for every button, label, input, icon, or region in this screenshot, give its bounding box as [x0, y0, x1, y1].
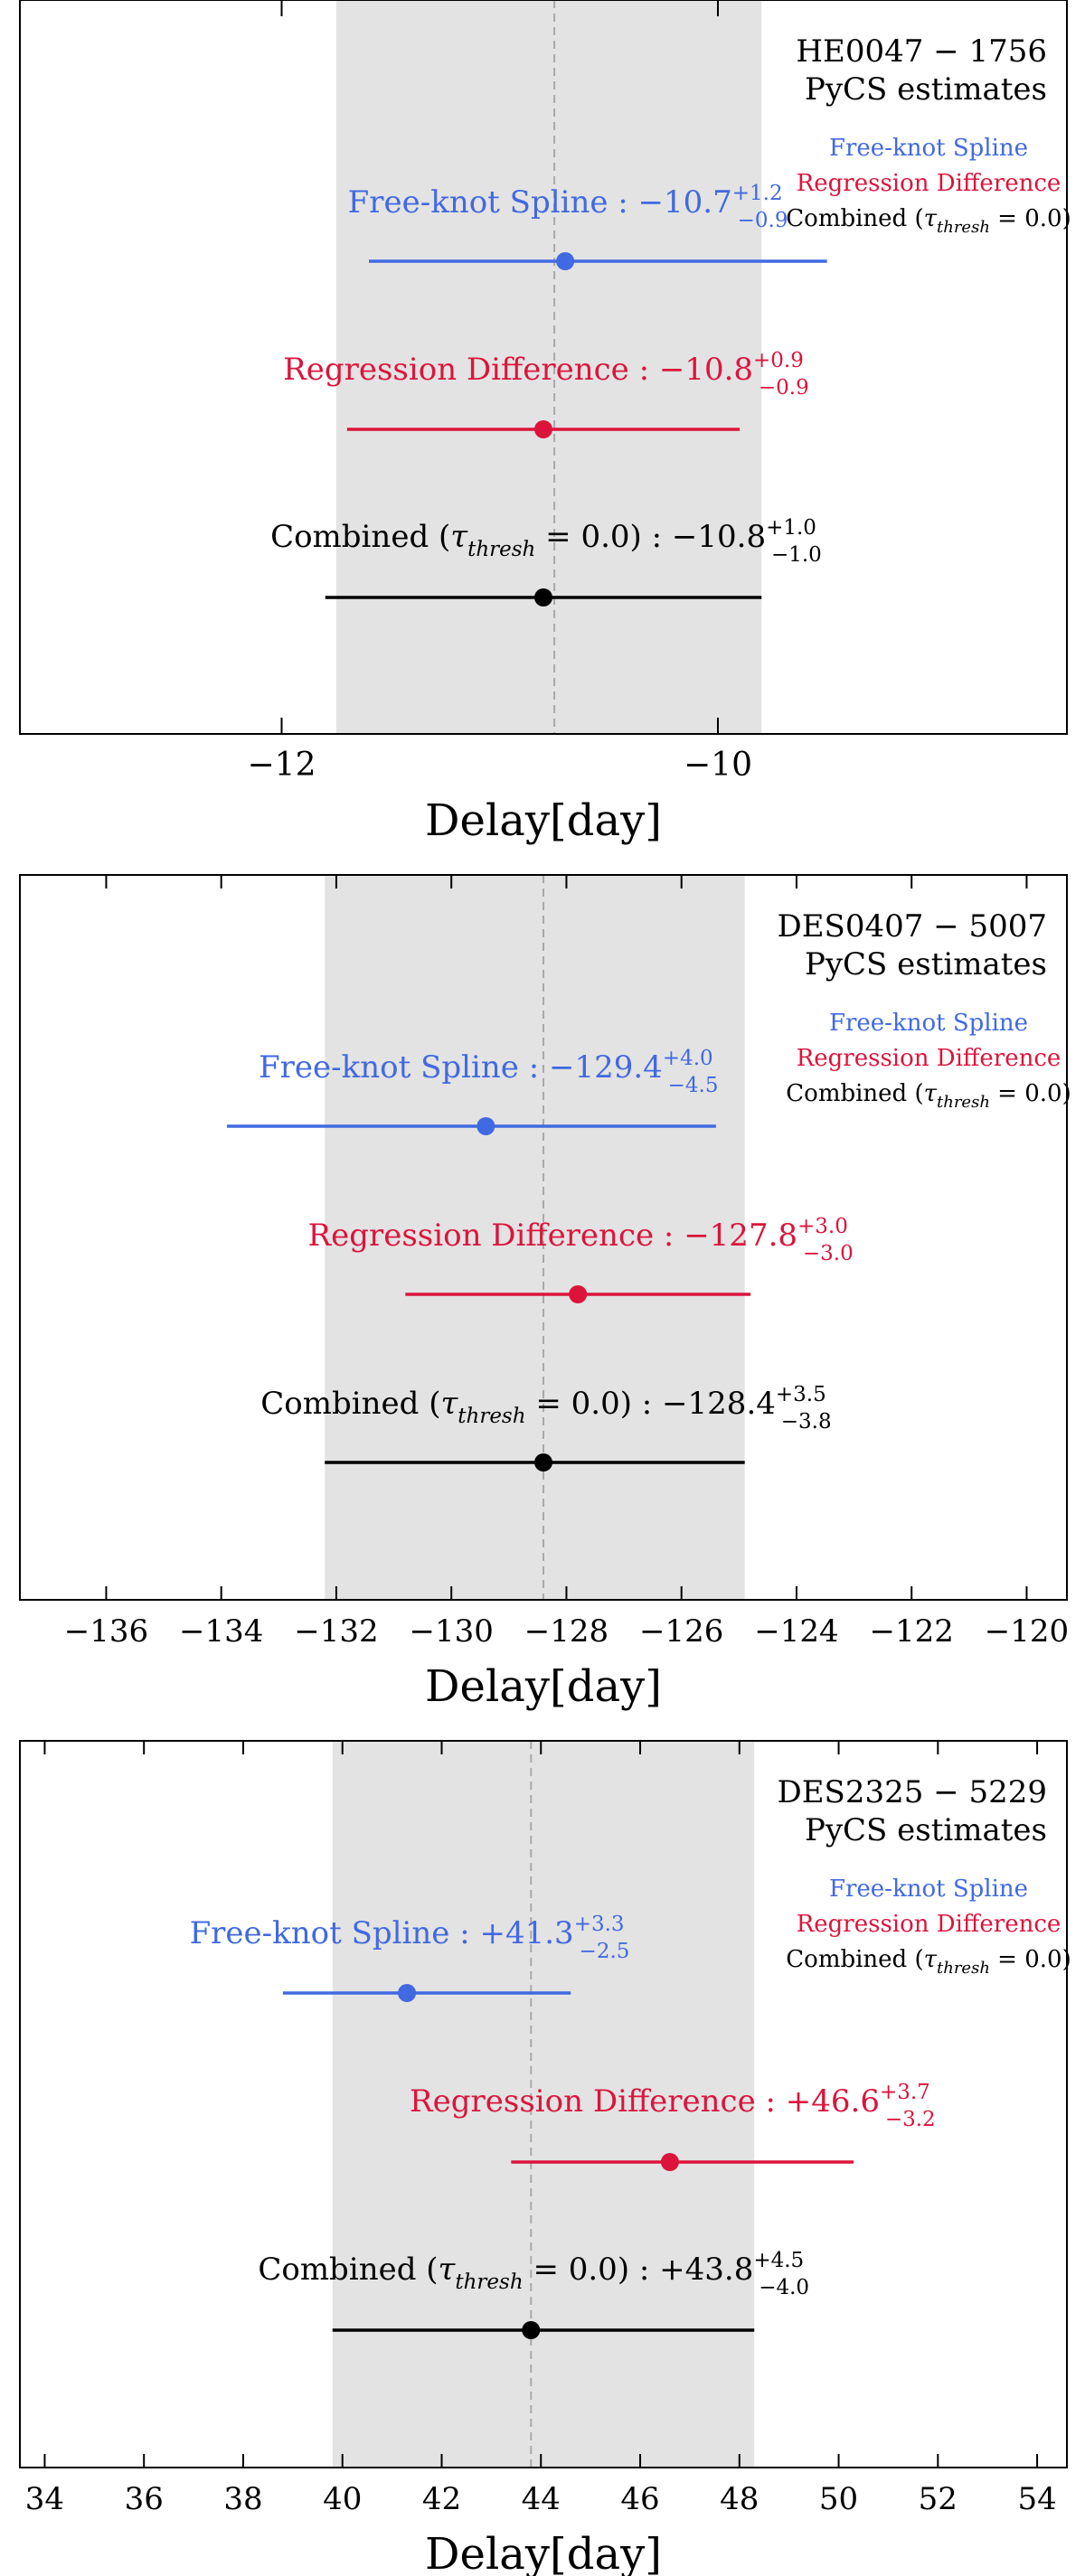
- point-free-knot-spline: [398, 1984, 417, 2002]
- legend: Free-knot Spline Regression Difference Com…: [786, 1876, 1071, 1978]
- legend-entry-combined-thresh-0-0: Combined (τthresh = 0.0): [786, 1080, 1071, 1112]
- chart-panel-2: Free-knot Spline : −129.4+4.0−4.5 Regress…: [19, 874, 1071, 1712]
- label-lower-error-combined-thresh-0-0: −4.0: [759, 2276, 809, 2299]
- point-regression-difference: [660, 2153, 679, 2171]
- label-lower-error-free-knot-spline: −2.5: [580, 1940, 630, 1963]
- x-tick-label: −128: [524, 1613, 609, 1650]
- shaded-interval: [332, 1741, 755, 2468]
- point-free-knot-spline: [476, 1117, 495, 1135]
- label-combined-thresh-0-0: Combined (τthresh = 0.0) : +43.8+4.5: [258, 2249, 804, 2294]
- point-combined-thresh-0-0: [522, 2321, 541, 2339]
- plot-frame: [19, 0, 1068, 735]
- x-tick-label: −12: [248, 747, 316, 784]
- point-combined-thresh-0-0: [534, 1453, 552, 1471]
- label-regression-difference: Regression Difference : −10.8+0.9: [283, 349, 804, 388]
- label-lower-error-combined-thresh-0-0: −3.8: [781, 1410, 832, 1434]
- legend-entry-regression-difference: Regression Difference: [797, 1911, 1061, 1938]
- label-lower-error-free-knot-spline: −0.9: [738, 209, 788, 232]
- legend-entry-regression-difference: Regression Difference: [797, 170, 1061, 197]
- panel-subtitle: PyCS estimates: [805, 1812, 1047, 1848]
- x-tick-label: 50: [819, 2481, 858, 2517]
- label-lower-error-regression-difference: −3.2: [885, 2108, 936, 2131]
- legend-entry-free-knot-spline: Free-knot Spline: [829, 135, 1028, 162]
- plot-frame: [19, 874, 1068, 1601]
- legend: Free-knot Spline Regression Difference Com…: [786, 135, 1071, 237]
- x-tick-label: 44: [522, 2481, 561, 2517]
- x-axis-label: Delay[day]: [425, 2529, 662, 2576]
- legend: Free-knot Spline Regression Difference Com…: [786, 1010, 1071, 1112]
- x-tick-label: −122: [870, 1613, 954, 1650]
- shaded-interval: [335, 0, 762, 734]
- x-tick-label: 52: [919, 2481, 958, 2517]
- label-lower-error-free-knot-spline: −4.5: [668, 1074, 719, 1097]
- panel-subtitle: PyCS estimates: [805, 71, 1047, 108]
- point-free-knot-spline: [556, 252, 575, 270]
- x-tick-label: 38: [223, 2481, 262, 2517]
- x-tick-label: 40: [323, 2481, 362, 2517]
- legend-entry-free-knot-spline: Free-knot Spline: [829, 1010, 1028, 1037]
- x-tick-label: 42: [422, 2481, 461, 2517]
- label-free-knot-spline: Free-knot Spline : −129.4+4.0: [259, 1047, 713, 1086]
- x-tick-label: −136: [64, 1613, 148, 1650]
- point-combined-thresh-0-0: [534, 588, 552, 606]
- chart-panel-3: Free-knot Spline : +41.3+3.3−2.5 Regressi…: [19, 1740, 1071, 2576]
- label-free-knot-spline: Free-knot Spline : −10.7+1.2: [348, 182, 783, 221]
- label-lower-error-regression-difference: −3.0: [803, 1242, 854, 1265]
- chart-panel-1: Free-knot Spline : −10.7+1.2−0.9Regressi…: [19, 0, 1071, 846]
- panel-title: DES0407 − 5007: [777, 908, 1047, 945]
- label-regression-difference: Regression Difference : −127.8+3.0: [307, 1215, 847, 1254]
- legend-entry-free-knot-spline: Free-knot Spline: [829, 1876, 1028, 1903]
- point-regression-difference: [569, 1285, 588, 1303]
- x-tick-label: −130: [410, 1613, 494, 1650]
- x-tick-label: −120: [985, 1613, 1069, 1650]
- x-tick-label: −132: [294, 1613, 378, 1650]
- panel-subtitle: PyCS estimates: [805, 946, 1047, 982]
- legend-entry-combined-thresh-0-0: Combined (τthresh = 0.0): [786, 1946, 1071, 1978]
- x-axis-label: Delay[day]: [425, 795, 662, 846]
- x-tick-label: 34: [25, 2481, 64, 2517]
- panel-title: HE0047 − 1756: [796, 33, 1047, 70]
- legend-entry-regression-difference: Regression Difference: [797, 1045, 1061, 1072]
- x-tick-label: 48: [720, 2481, 759, 2517]
- x-tick-label: −126: [639, 1613, 723, 1650]
- x-tick-label: −10: [684, 747, 752, 784]
- label-lower-error-combined-thresh-0-0: −1.0: [771, 543, 822, 567]
- label-combined-thresh-0-0: Combined (τthresh = 0.0) : −10.8+1.0: [270, 516, 816, 561]
- label-free-knot-spline: Free-knot Spline : +41.3+3.3: [190, 1913, 625, 1951]
- point-regression-difference: [534, 420, 552, 438]
- x-tick-label: −124: [754, 1613, 838, 1650]
- x-tick-label: 36: [125, 2481, 164, 2517]
- panel-title: DES2325 − 5229: [777, 1774, 1047, 1810]
- plot-frame: [19, 1740, 1068, 2468]
- label-lower-error-regression-difference: −0.9: [759, 376, 809, 400]
- shaded-interval: [325, 875, 745, 1600]
- x-tick-label: 46: [620, 2481, 659, 2517]
- x-tick-label: −134: [179, 1613, 263, 1650]
- label-combined-thresh-0-0: Combined (τthresh = 0.0) : −128.4+3.5: [260, 1383, 826, 1428]
- label-regression-difference: Regression Difference : +46.6+3.7: [410, 2081, 930, 2120]
- x-tick-label: 54: [1017, 2481, 1056, 2517]
- legend-entry-combined-thresh-0-0: Combined (τthresh = 0.0): [786, 205, 1071, 237]
- x-axis-label: Delay[day]: [425, 1661, 662, 1712]
